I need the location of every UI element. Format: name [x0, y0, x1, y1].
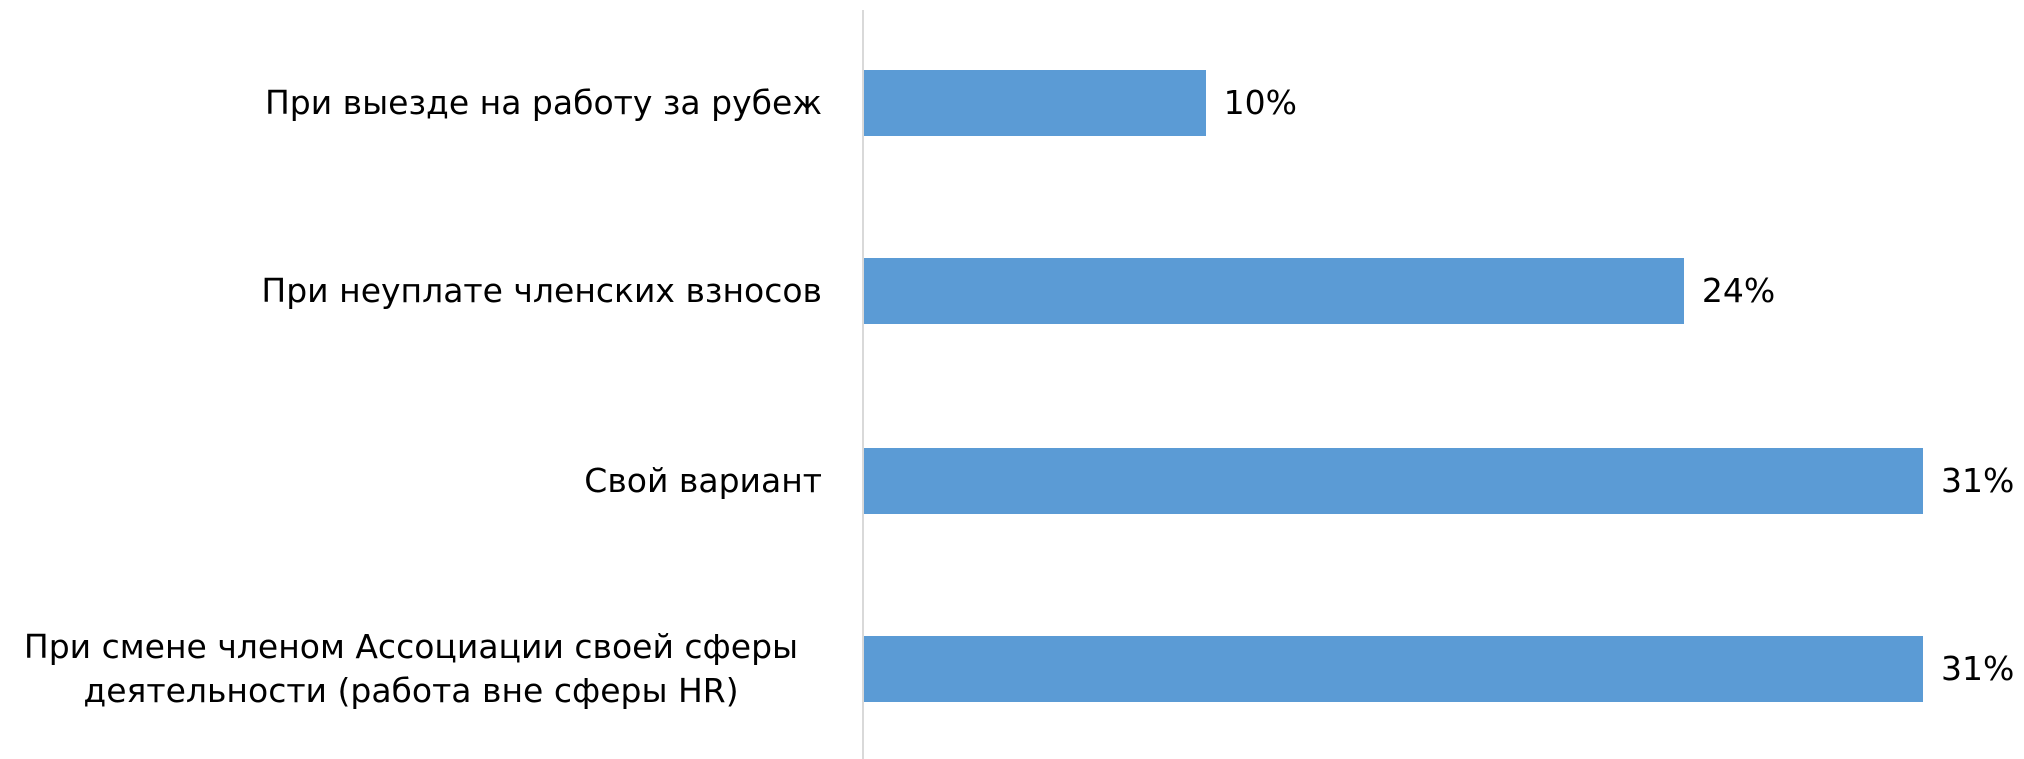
category-text: При выезде на работу за рубеж	[264, 83, 822, 122]
data-label: 31%	[1941, 649, 2015, 688]
category-label: При неуплате членских взносов	[0, 269, 822, 313]
category-label: При смене членом Ассоциации своей сферы …	[0, 625, 822, 713]
bar	[864, 258, 1684, 324]
bar	[864, 448, 1923, 514]
data-label: 10%	[1223, 83, 1297, 122]
bar	[864, 636, 1923, 702]
category-text: Свой вариант	[584, 461, 822, 500]
category-label: Свой вариант	[0, 459, 822, 503]
category-text: При неуплате членских взносов	[261, 271, 822, 310]
bar	[864, 70, 1206, 136]
category-label: При выезде на работу за рубеж	[0, 81, 822, 125]
category-text: При смене членом Ассоциации своей сферы …	[23, 627, 799, 710]
data-label: 31%	[1941, 461, 2015, 500]
data-label: 24%	[1701, 271, 1776, 310]
axis-line	[862, 10, 864, 759]
